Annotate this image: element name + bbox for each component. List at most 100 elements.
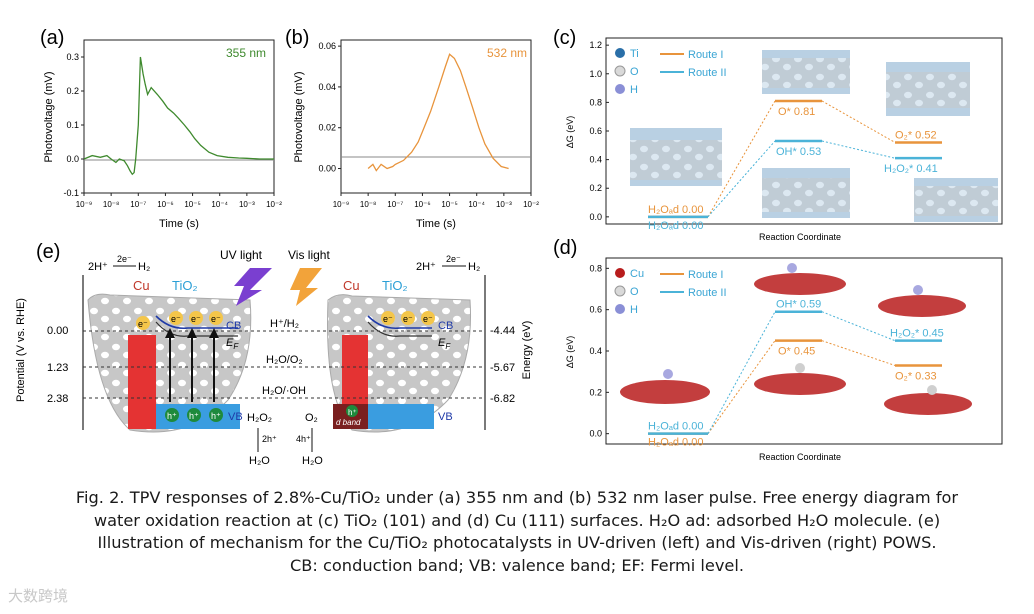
x-tick-label: 10⁻³ — [496, 200, 512, 209]
panel-e: (e) Potential (V vs. RHE) Energy (eV) 0.… — [15, 241, 533, 467]
panel-c-xlabel: Reaction Coordinate — [759, 232, 841, 242]
svg-text:h⁺: h⁺ — [167, 411, 177, 421]
y-tick-label: 0.2 — [589, 387, 602, 397]
level-label: H₂Oₐd 0.00 — [648, 421, 703, 433]
panel-a-axes — [83, 39, 275, 194]
c-structure-2 — [762, 50, 850, 94]
x-tick-label: 10⁻⁵ — [184, 200, 200, 209]
caption-line-3: Illustration of mechanism for the Cu/TiO… — [97, 533, 937, 553]
panel-b-xticks: 10⁻⁹ 10⁻⁸ 10⁻⁷ 10⁻⁶ 10⁻⁵ 10⁻⁴ 10⁻³ 10⁻² — [333, 193, 539, 209]
four-h-label: 4h⁺ — [296, 434, 311, 444]
svg-text:h⁺: h⁺ — [189, 411, 199, 421]
panel-b-annotation: 532 nm — [487, 46, 527, 60]
c-structure-5 — [914, 178, 998, 222]
tio2-label-left: TiO₂ — [172, 278, 198, 293]
panel-c-label: (c) — [553, 27, 576, 49]
legend-route1-d: Route I — [688, 269, 723, 281]
cb-label-left: CB — [226, 320, 241, 332]
redox-o2-label: H₂O/O₂ — [266, 354, 303, 366]
svg-text:e⁻: e⁻ — [383, 314, 393, 324]
panel-b-label: (b) — [285, 27, 309, 49]
svg-text:e⁻: e⁻ — [423, 314, 433, 324]
cu-block-left — [128, 335, 156, 429]
svg-text:e⁻: e⁻ — [211, 314, 221, 324]
potential-2: 2.38 — [47, 393, 68, 405]
x-tick-label: 10⁻² — [266, 200, 282, 209]
x-tick-label: 10⁻⁶ — [157, 200, 173, 209]
panel-d: (d) 0.00.20.40.60.8 Reaction Coordinate … — [553, 237, 1003, 462]
y-tick-label: 0.4 — [589, 155, 602, 165]
legend-route1: Route I — [688, 49, 723, 61]
level-label: H₂O₂* 0.41 — [884, 163, 938, 175]
connector — [821, 140, 896, 159]
x-tick-label: 10⁻⁷ — [130, 200, 146, 209]
x-tick-label: 10⁻² — [523, 200, 539, 209]
ti-atom-icon — [615, 48, 625, 58]
panel-a-series-line — [83, 56, 274, 176]
connector — [707, 140, 776, 218]
cb-label-right: CB — [438, 320, 453, 332]
energy-axis-label: Energy (eV) — [521, 321, 533, 380]
svg-text:e⁻: e⁻ — [171, 314, 181, 324]
level-label: OH* 0.53 — [776, 146, 821, 158]
panel-a-ylabel: Photovoltage (mV) — [43, 71, 55, 162]
h2-left: H₂ — [138, 261, 150, 273]
vb-block-right — [368, 404, 434, 429]
y-tick-label: 0.0 — [66, 154, 79, 164]
arrowhead-1 — [165, 328, 175, 338]
panel-b: (b) 0.000.020.040.06 10⁻⁹ 10⁻⁸ 10⁻⁷ 10⁻⁶ 10⁻… — [285, 27, 539, 230]
h2o-left-label: H₂O — [249, 455, 270, 467]
d-structure-5 — [884, 385, 972, 415]
d-band-label: d band — [336, 418, 361, 427]
energy-1: -5.67 — [490, 362, 515, 374]
two-h-label: 2h⁺ — [262, 434, 277, 444]
panel-b-series-line — [367, 53, 509, 172]
legend-ti: Ti — [630, 48, 639, 60]
y-tick-label: 0.8 — [589, 97, 602, 107]
connector — [707, 340, 776, 434]
x-tick-label: 10⁻⁷ — [387, 200, 403, 209]
potential-0: 0.00 — [47, 325, 68, 337]
panel-b-ylabel: Photovoltage (mV) — [293, 71, 305, 162]
panel-c-ylabel: ΔG (eV) — [565, 116, 575, 149]
y-tick-label: 0.1 — [66, 120, 79, 130]
watermark: 大数跨境 — [8, 587, 69, 605]
ef-curve-right — [367, 321, 432, 337]
panel-d-energy-levels: H₂Oₐd 0.00 H₂Oₐd 0.00 OH* 0.59 O* 0.45 H₂O₂*… — [648, 299, 944, 449]
panel-d-yticks: 0.0 0.2 0.4 0.6 0.8 — [589, 263, 609, 439]
level-label: O₂* 0.52 — [895, 129, 937, 141]
uv-light-label: UV light — [220, 248, 263, 262]
svg-text:e⁻: e⁻ — [403, 314, 413, 324]
y-tick-label: 0.6 — [589, 305, 602, 315]
panel-b-yticks: 0.00 0.02 0.04 0.06 — [318, 41, 341, 174]
electrons-left: e⁻ e⁻ e⁻ e⁻ — [136, 311, 223, 330]
h-atom-icon — [615, 84, 625, 94]
level-label: H₂Oₐd 0.00 — [648, 220, 703, 232]
legend-route2: Route II — [688, 67, 727, 79]
panel-a-xlabel: Time (s) — [159, 218, 199, 230]
y-tick-label: 1.2 — [589, 40, 602, 50]
x-tick-label: 10⁻⁶ — [414, 200, 430, 209]
vb-label-left: VB — [228, 411, 243, 423]
y-tick-label: 0.2 — [589, 183, 602, 193]
panel-e-label: (e) — [36, 241, 60, 263]
y-tick-label: 1.0 — [589, 69, 602, 79]
cb-curve-left — [155, 315, 238, 330]
tio2-label-right: TiO₂ — [382, 278, 408, 293]
x-tick-label: 10⁻⁸ — [360, 200, 377, 209]
c-structure-3 — [762, 168, 850, 218]
h-atom-icon-d — [615, 304, 625, 314]
x-tick-label: 10⁻⁴ — [211, 200, 228, 209]
redox-oh-label: H₂O/·OH — [262, 385, 306, 397]
electrons-right: e⁻ e⁻ e⁻ — [381, 311, 435, 325]
panel-a: (a) -0.10.00.10.20.3 10⁻⁹ 10⁻⁸ 10⁻⁷ 10⁻⁶ 10⁻… — [40, 27, 282, 230]
y-tick-label: 0.04 — [318, 82, 336, 92]
hole-right: h⁺ — [346, 405, 358, 417]
c-structure-4 — [886, 62, 970, 116]
two-e-left: 2e⁻ — [117, 254, 132, 264]
legend-h: H — [630, 84, 638, 96]
caption-line-1: Fig. 2. TPV responses of 2.8%-Cu/TiO₂ un… — [75, 488, 959, 507]
level-label: H₂O₂* 0.45 — [890, 328, 944, 340]
legend-o-d: O — [630, 286, 639, 298]
figure: (a) -0.10.00.10.20.3 10⁻⁹ 10⁻⁸ 10⁻⁷ 10⁻⁶ 10⁻… — [15, 27, 1003, 467]
